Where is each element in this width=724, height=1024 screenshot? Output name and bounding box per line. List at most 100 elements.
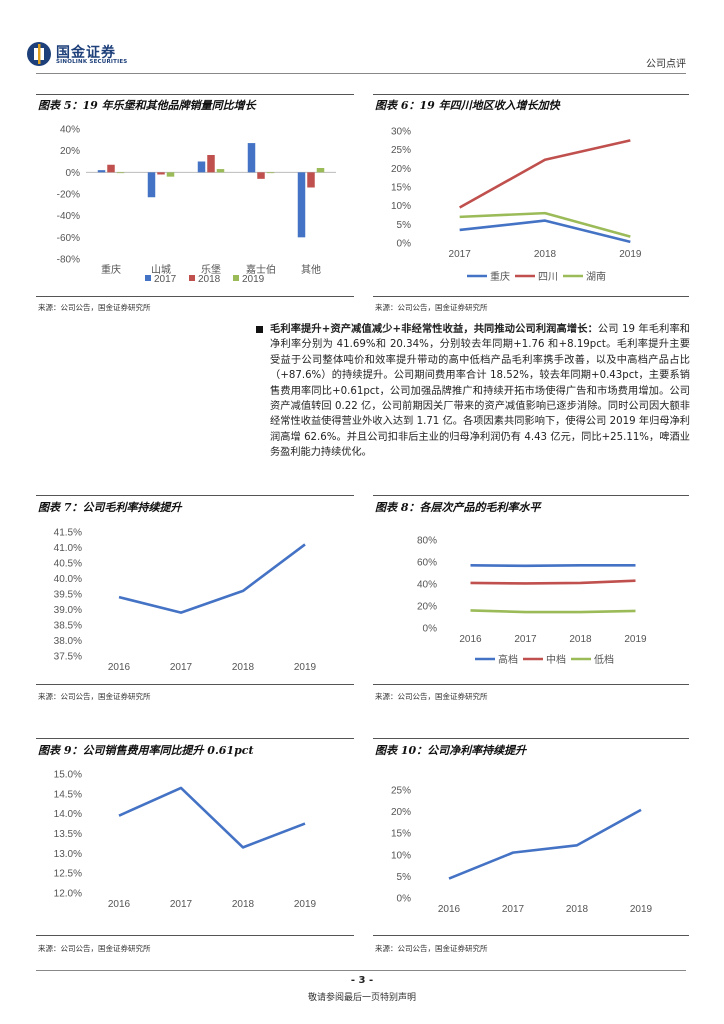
y-tick-label: 14.5% (54, 789, 82, 800)
y-tick-label: -20% (57, 190, 80, 201)
legend-label-高档: 高档 (498, 653, 518, 666)
x-tick-label: 2016 (438, 904, 461, 915)
series-line-中档 (470, 579, 636, 585)
series-line (118, 543, 306, 614)
bar-2018 (257, 172, 265, 179)
x-tick-label: 嘉士伯 (246, 263, 276, 276)
y-tick-label: 15.0% (54, 770, 82, 781)
logo-icon (27, 42, 51, 66)
figure-8-source: 来源：公司公告，国金证券研究所 (375, 692, 488, 701)
y-tick-label: 15% (391, 829, 411, 840)
figure-6-source: 来源：公司公告，国金证券研究所 (375, 303, 488, 312)
footer-divider (36, 970, 686, 971)
y-tick-label: 40.0% (54, 574, 82, 585)
bar-2017 (97, 170, 106, 173)
brand-name-cn: 国金证券 (56, 45, 116, 61)
x-tick-label: 2019 (294, 662, 317, 673)
y-tick-label: 12.5% (54, 869, 82, 880)
analysis-paragraph: 毛利率提升+资产减值减少+非经常性收益，共同推动公司利润高增长：公司 19 年毛… (270, 322, 690, 461)
paragraph-body: 公司 19 年毛利率和净利率分别为 41.69%和 20.34%，分别较去年同期… (270, 324, 690, 459)
figure-9-source: 来源：公司公告，国金证券研究所 (38, 944, 151, 953)
footer-disclaimer: 敬请参阅最后一页特别声明 (307, 993, 416, 1003)
x-tick-label: 山城 (151, 264, 171, 276)
y-tick-label: 13.5% (54, 829, 82, 840)
x-tick-label: 2019 (630, 904, 653, 915)
bar-2017 (247, 143, 256, 173)
series-line-四川 (459, 139, 631, 209)
x-tick-label: 2017 (502, 904, 525, 915)
x-tick-label: 2016 (108, 899, 131, 910)
company-logo: 国金证券 SINOLINK SECURITIES (26, 40, 136, 70)
y-tick-label: 0% (397, 894, 412, 905)
bar-2019 (266, 172, 275, 174)
bar-2018 (207, 155, 215, 173)
y-tick-label: 0% (423, 624, 438, 635)
legend-swatch-2018 (189, 275, 195, 281)
figure-6-title: 图表 6：19 年四川地区收入增长加快 (375, 99, 560, 112)
y-tick-label: 41.5% (54, 528, 82, 539)
y-tick-label: 20% (60, 146, 80, 157)
legend-label-低档: 低档 (594, 653, 614, 666)
legend-swatch-2019 (233, 275, 239, 281)
y-tick-label: 15% (391, 183, 411, 194)
figure-10-title: 图表 10：公司净利率持续提升 (375, 744, 527, 757)
header-divider (36, 73, 686, 74)
x-tick-label: 2019 (294, 899, 317, 910)
brand-name-en: SINOLINK SECURITIES (56, 59, 128, 65)
y-tick-label: 41.0% (54, 543, 82, 554)
figure-5-box (36, 94, 354, 297)
y-tick-label: 38.5% (54, 621, 82, 632)
bullet-marker (256, 326, 263, 333)
x-tick-label: 2018 (566, 904, 589, 915)
figure-5-title: 图表 5：19 年乐堡和其他品牌销量同比增长 (38, 99, 256, 112)
figure-9-box (36, 738, 354, 936)
y-tick-label: 40% (417, 580, 437, 591)
bar-2018 (307, 172, 315, 188)
y-tick-label: 25% (391, 145, 411, 156)
y-tick-label: 40.5% (54, 559, 82, 570)
y-tick-label: 40% (60, 125, 80, 136)
legend-label-中档: 中档 (546, 653, 566, 666)
y-tick-label: 60% (417, 558, 437, 569)
bar-2019 (116, 172, 125, 174)
x-tick-label: 2018 (534, 249, 557, 260)
y-tick-label: 20% (417, 602, 437, 613)
series-line-重庆 (459, 219, 631, 244)
x-tick-label: 2018 (232, 899, 255, 910)
y-tick-label: 0% (66, 168, 81, 179)
bar-2017 (197, 161, 206, 173)
x-tick-label: 2017 (514, 634, 537, 645)
report-type: 公司点评 (646, 59, 686, 70)
x-tick-label: 重庆 (101, 263, 121, 276)
series-line-低档 (470, 609, 636, 614)
figure-9-title: 图表 9：公司销售费用率同比提升 0.61pct (38, 744, 254, 757)
bar-2019 (166, 172, 175, 177)
figure-7-box (36, 495, 354, 685)
x-tick-label: 2019 (619, 249, 642, 260)
legend-label-2018: 2018 (198, 274, 221, 285)
series-line-高档 (470, 563, 636, 568)
y-tick-label: 30% (391, 127, 411, 138)
series-line (118, 786, 306, 849)
paragraph-lead: 毛利率提升+资产减值减少+非经常性收益，共同推动公司利润高增长： (270, 324, 598, 335)
legend-swatch-2017 (145, 275, 151, 281)
y-tick-label: 39.0% (54, 605, 82, 616)
figure-7-source: 来源：公司公告，国金证券研究所 (38, 692, 151, 701)
bar-2017 (297, 172, 306, 238)
figure-10-box (373, 738, 689, 936)
x-tick-label: 2018 (232, 662, 255, 673)
x-tick-label: 2017 (170, 662, 193, 673)
series-line (448, 808, 642, 880)
figure-10-source: 来源：公司公告，国金证券研究所 (375, 944, 488, 953)
y-tick-label: 14.0% (54, 809, 82, 820)
y-tick-label: 12.0% (54, 889, 82, 900)
y-tick-label: -80% (57, 255, 80, 266)
y-tick-label: 25% (391, 786, 411, 797)
figure-8-chart: 80% 60% 40% 20% 0% 2016 2017 2018 2019 高档 中档 低档 (417, 536, 647, 667)
y-tick-label: 37.5% (54, 652, 82, 663)
figure-8-box (373, 495, 689, 685)
legend-label-湖南: 湖南 (586, 270, 606, 283)
figure-7-chart: 41.5% 41.0% 40.5% 40.0% 39.5% 39.0% 38.5% 38.0%… (54, 528, 317, 674)
bar-2019 (216, 169, 225, 173)
bar-2017 (147, 172, 156, 198)
